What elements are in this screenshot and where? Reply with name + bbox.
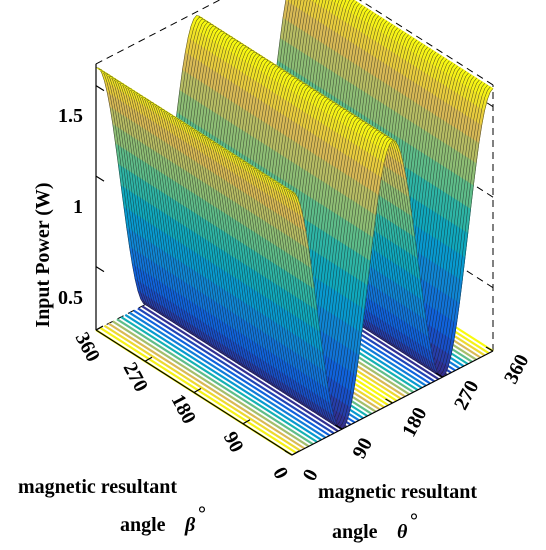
- surface-patch: [288, 0, 293, 4]
- frame-edge: [95, 0, 221, 65]
- contour-line: [124, 313, 322, 441]
- contour-line: [133, 309, 331, 437]
- surface-patch: [312, 0, 317, 4]
- contour-line: [103, 324, 301, 452]
- surface-patch: [334, 0, 340, 5]
- contour-line: [116, 318, 314, 446]
- contour-line: [137, 307, 335, 435]
- contour-line: [120, 316, 318, 443]
- contour-line: [128, 311, 327, 439]
- contour-line: [141, 305, 339, 433]
- surface-patch: [348, 0, 355, 4]
- surface-patch: [285, 0, 290, 3]
- frame-edge: [358, 0, 494, 86]
- contour-line: [112, 320, 310, 448]
- contour-line: [107, 322, 306, 450]
- surface-mesh: [95, 0, 494, 430]
- surface-patch: [318, 0, 324, 7]
